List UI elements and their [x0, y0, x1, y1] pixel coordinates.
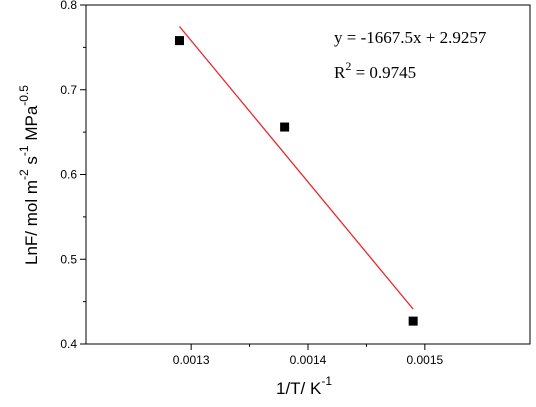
data-point [174, 36, 184, 46]
y-tick-label: 0.5 [60, 252, 77, 266]
y-axis-label-sup: -2 [17, 169, 31, 180]
plot-frame [85, 4, 531, 345]
y-axis-label: LnF/ mol m-2 s-1 MPa-0.5 [17, 85, 41, 265]
y-axis-ticks: 0.4 0.5 0.6 0.7 0.8 [60, 0, 86, 351]
x-axis-label-sup: -1 [321, 374, 332, 388]
y-axis-label-part: s [22, 156, 41, 169]
r-squared-base: R [334, 63, 346, 82]
x-axis-ticks: 0.0013 0.0014 0.0015 [173, 344, 444, 367]
data-point [280, 122, 290, 132]
y-axis-label-part: MPa [22, 105, 41, 145]
y-axis-label-part: LnF/ mol m [22, 180, 41, 265]
r-squared-sup: 2 [345, 59, 351, 73]
x-axis-label: 1/T/ K-1 [276, 374, 332, 398]
data-point [408, 316, 418, 326]
data-points [174, 36, 418, 326]
x-axis-label-base: 1/T/ K [276, 379, 322, 398]
y-tick-label: 0.4 [60, 337, 77, 351]
y-tick-label: 0.8 [60, 0, 77, 12]
x-tick-label: 0.0013 [173, 353, 210, 367]
r-squared-value: = 0.9745 [351, 63, 416, 82]
y-axis-label-sup: -1 [17, 145, 31, 156]
y-axis-label-sup: -0.5 [17, 85, 31, 106]
r-squared-label: R2 = 0.9745 [334, 59, 416, 82]
x-tick-label: 0.0015 [406, 353, 443, 367]
y-tick-label: 0.7 [60, 83, 77, 97]
x-tick-label: 0.0014 [290, 353, 327, 367]
trend-line [178, 26, 414, 310]
equation-label: y = -1667.5x + 2.9257 [334, 28, 487, 47]
y-tick-label: 0.6 [60, 168, 77, 182]
